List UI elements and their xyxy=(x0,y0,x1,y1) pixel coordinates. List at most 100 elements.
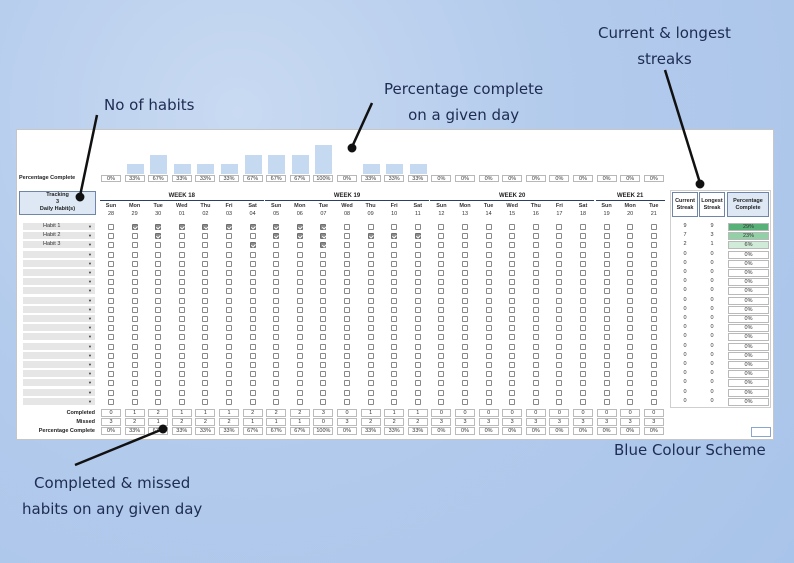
habit-checkbox[interactable] xyxy=(580,398,586,405)
habit-checkbox[interactable] xyxy=(650,380,657,387)
habit-checkbox[interactable] xyxy=(532,334,539,341)
habit-checkbox[interactable] xyxy=(108,352,114,359)
habit-checkbox[interactable] xyxy=(249,352,256,359)
habit-checkbox[interactable] xyxy=(367,316,374,322)
habit-checkbox[interactable] xyxy=(603,288,610,295)
habit-checkbox[interactable] xyxy=(273,325,280,332)
habit-checkbox[interactable] xyxy=(580,233,586,240)
habit-checkbox[interactable] xyxy=(391,288,398,295)
habit-checkbox[interactable] xyxy=(320,270,327,276)
habit-checkbox[interactable] xyxy=(485,288,492,295)
habit-checkbox[interactable] xyxy=(273,316,280,322)
habit-checkbox[interactable] xyxy=(509,398,516,405)
habit-checkbox[interactable] xyxy=(178,380,185,387)
habit-checkbox[interactable] xyxy=(580,334,586,341)
habit-dropdown[interactable]: ▼ xyxy=(23,370,95,379)
habit-checkbox[interactable] xyxy=(556,279,563,286)
habit-checkbox[interactable] xyxy=(178,260,185,267)
habit-checkbox[interactable] xyxy=(344,279,350,286)
habit-checkbox[interactable] xyxy=(556,316,563,322)
habit-checkbox[interactable] xyxy=(273,260,280,267)
habit-checkbox[interactable] xyxy=(249,306,256,313)
habit-checkbox[interactable] xyxy=(273,398,280,405)
habit-checkbox[interactable] xyxy=(178,398,185,405)
habit-checkbox[interactable] xyxy=(202,398,209,405)
habit-dropdown[interactable]: ▼ xyxy=(23,324,95,333)
habit-checkbox[interactable] xyxy=(249,389,256,396)
habit-checkbox[interactable] xyxy=(509,325,516,332)
habit-checkbox[interactable] xyxy=(155,270,162,276)
habit-checkbox[interactable] xyxy=(273,233,280,240)
habit-checkbox[interactable] xyxy=(273,334,280,341)
caret-down-icon[interactable]: ▼ xyxy=(88,398,92,404)
habit-checkbox[interactable] xyxy=(108,242,114,249)
habit-checkbox[interactable] xyxy=(155,233,162,240)
habit-checkbox[interactable] xyxy=(414,270,421,276)
habit-checkbox[interactable] xyxy=(226,380,232,387)
habit-checkbox[interactable] xyxy=(296,260,303,267)
habit-checkbox[interactable] xyxy=(320,306,327,313)
habit-checkbox[interactable] xyxy=(580,352,586,359)
habit-checkbox[interactable] xyxy=(485,233,492,240)
habit-checkbox[interactable] xyxy=(178,306,185,313)
habit-checkbox[interactable] xyxy=(202,306,209,313)
habit-checkbox[interactable] xyxy=(509,316,516,322)
habit-checkbox[interactable] xyxy=(155,325,162,332)
habit-checkbox[interactable] xyxy=(108,389,114,396)
habit-dropdown[interactable]: ▼ xyxy=(23,278,95,287)
caret-down-icon[interactable]: ▼ xyxy=(88,389,92,395)
habit-checkbox[interactable] xyxy=(249,362,256,368)
habit-checkbox[interactable] xyxy=(650,297,657,304)
habit-checkbox[interactable] xyxy=(438,380,445,387)
habit-checkbox[interactable] xyxy=(249,398,256,405)
habit-checkbox[interactable] xyxy=(344,371,350,378)
habit-checkbox[interactable] xyxy=(249,316,256,322)
habit-checkbox[interactable] xyxy=(273,297,280,304)
habit-checkbox[interactable] xyxy=(532,398,539,405)
habit-checkbox[interactable] xyxy=(580,279,586,286)
habit-checkbox[interactable] xyxy=(155,343,162,350)
habit-checkbox[interactable] xyxy=(650,325,657,332)
habit-checkbox[interactable] xyxy=(650,398,657,405)
habit-checkbox[interactable] xyxy=(414,233,421,240)
habit-checkbox[interactable] xyxy=(391,224,398,230)
habit-checkbox[interactable] xyxy=(391,242,398,249)
habit-checkbox[interactable] xyxy=(627,389,634,396)
habit-checkbox[interactable] xyxy=(296,362,303,368)
habit-checkbox[interactable] xyxy=(650,233,657,240)
habit-checkbox[interactable] xyxy=(438,233,445,240)
habit-checkbox[interactable] xyxy=(485,380,492,387)
habit-checkbox[interactable] xyxy=(367,224,374,230)
habit-checkbox[interactable] xyxy=(485,371,492,378)
habit-checkbox[interactable] xyxy=(226,297,232,304)
habit-checkbox[interactable] xyxy=(108,371,114,378)
habit-checkbox[interactable] xyxy=(131,325,138,332)
habit-checkbox[interactable] xyxy=(509,279,516,286)
habit-checkbox[interactable] xyxy=(320,260,327,267)
habit-checkbox[interactable] xyxy=(391,260,398,267)
caret-down-icon[interactable]: ▼ xyxy=(88,270,92,275)
habit-checkbox[interactable] xyxy=(556,297,563,304)
habit-checkbox[interactable] xyxy=(131,224,138,230)
habit-checkbox[interactable] xyxy=(320,242,327,249)
habit-checkbox[interactable] xyxy=(580,325,586,332)
habit-checkbox[interactable] xyxy=(320,224,327,230)
habit-checkbox[interactable] xyxy=(509,251,516,258)
habit-checkbox[interactable] xyxy=(414,316,421,322)
habit-checkbox[interactable] xyxy=(131,380,138,387)
habit-checkbox[interactable] xyxy=(556,270,563,276)
habit-checkbox[interactable] xyxy=(344,334,350,341)
habit-checkbox[interactable] xyxy=(320,398,327,405)
habit-checkbox[interactable] xyxy=(532,270,539,276)
habit-checkbox[interactable] xyxy=(249,279,256,286)
habit-checkbox[interactable] xyxy=(202,288,209,295)
habit-checkbox[interactable] xyxy=(414,398,421,405)
habit-checkbox[interactable] xyxy=(249,288,256,295)
habit-checkbox[interactable] xyxy=(580,380,586,387)
habit-checkbox[interactable] xyxy=(178,371,185,378)
habit-checkbox[interactable] xyxy=(462,260,468,267)
habit-checkbox[interactable] xyxy=(462,224,468,230)
habit-checkbox[interactable] xyxy=(509,224,516,230)
habit-checkbox[interactable] xyxy=(108,316,114,322)
habit-checkbox[interactable] xyxy=(320,288,327,295)
